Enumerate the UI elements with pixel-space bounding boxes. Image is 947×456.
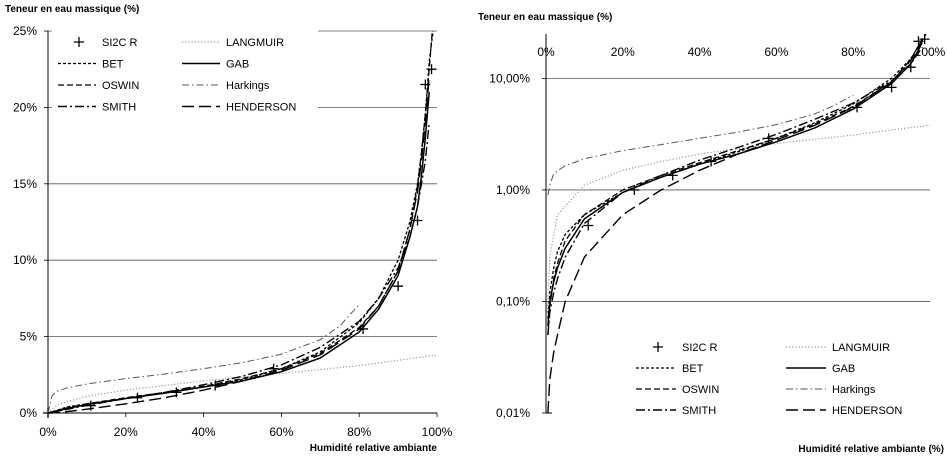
x-tick-label: 20% <box>611 45 635 59</box>
y-tick-label: 15% <box>13 177 37 191</box>
x-tick-label: 100% <box>422 425 453 439</box>
legend-item: HENDERSON <box>786 405 902 417</box>
x-axis-label: Humidité relative ambiante <box>310 443 438 454</box>
y-tick-label: 0,10% <box>496 294 530 308</box>
x-tick-label: 20% <box>114 425 138 439</box>
series-line-harkings <box>547 94 854 196</box>
x-tick-label: 40% <box>688 45 712 59</box>
series-line-henderson <box>47 76 430 414</box>
legend-item: GAB <box>182 59 249 71</box>
chart-left-linear: Teneur en eau massique (%) Humidité relat… <box>5 4 453 454</box>
y-tick-label: 10% <box>13 253 37 267</box>
data-point-si2c-r <box>763 133 774 144</box>
series-line-smith <box>47 122 430 414</box>
series-line-gab <box>47 92 430 414</box>
legend-label: GAB <box>226 59 249 71</box>
legend-label: OSWIN <box>682 384 719 396</box>
legend-label: BET <box>102 59 124 71</box>
legend-item: HENDERSON <box>182 102 296 114</box>
chart-right-log: Teneur en eau massique (%) Humidité relat… <box>478 12 947 455</box>
legend-label: SI2C R <box>102 37 138 49</box>
legend-item: LANGMUIR <box>182 37 284 49</box>
legend-label: LANGMUIR <box>832 342 890 354</box>
legend-item: LANGMUIR <box>786 342 890 354</box>
x-tick-label: 80% <box>841 45 865 59</box>
y-tick-label: 1,00% <box>496 183 530 197</box>
legend-label: Harkings <box>226 80 270 92</box>
series-line-smith <box>547 46 923 336</box>
x-tick-label: 60% <box>269 425 293 439</box>
legend-label: BET <box>682 363 704 375</box>
x-tick-label: 0% <box>537 45 555 59</box>
legend-label: OSWIN <box>102 80 139 92</box>
y-tick-label: 20% <box>13 100 37 114</box>
series-line-oswin <box>547 33 926 336</box>
series-line-langmuir <box>47 354 438 414</box>
legend-marker <box>653 342 663 352</box>
legend-label: HENDERSON <box>226 102 296 114</box>
legend-label: LANGMUIR <box>226 37 284 49</box>
series-line-henderson <box>547 39 923 414</box>
y-tick-label: 25% <box>13 24 37 38</box>
series-line-harkings <box>47 304 360 414</box>
legend-label: GAB <box>832 363 855 375</box>
series-line-bet <box>547 33 927 319</box>
series-line-gab <box>547 42 923 327</box>
y-tick-label: 0% <box>20 406 38 420</box>
x-tick-label: 0% <box>39 425 57 439</box>
legend-item: SI2C R <box>653 342 718 354</box>
legend-item: Harkings <box>182 80 270 92</box>
legend-item: SMITH <box>636 405 716 417</box>
legend-label: Harkings <box>832 384 876 396</box>
legend-label: HENDERSON <box>832 405 902 417</box>
x-axis-label: Humidité relative ambiante (%) <box>798 444 944 455</box>
legend-item: OSWIN <box>58 80 139 92</box>
data-point-si2c-r <box>583 220 594 231</box>
y-axis-label: Teneur en eau massique (%) <box>5 4 139 15</box>
legend-marker <box>74 37 84 47</box>
y-axis-label: Teneur en eau massique (%) <box>478 12 612 23</box>
legend-item: BET <box>58 59 124 71</box>
legend-item: BET <box>636 363 704 375</box>
legend-item: SMITH <box>58 102 136 114</box>
legend-label: SMITH <box>682 405 716 417</box>
legend-item: SI2C R <box>74 37 138 49</box>
x-tick-label: 40% <box>192 425 216 439</box>
x-tick-label: 100% <box>915 45 946 59</box>
legend-label: SMITH <box>102 102 136 114</box>
series-line-oswin <box>47 30 433 414</box>
x-tick-label: 60% <box>764 45 788 59</box>
legend-item: GAB <box>786 363 855 375</box>
y-tick-label: 10,00% <box>489 71 530 85</box>
x-tick-label: 80% <box>347 425 371 439</box>
data-point-si2c-r <box>393 281 404 292</box>
legend-label: SI2C R <box>682 342 718 354</box>
y-tick-label: 0,01% <box>496 406 530 420</box>
legend-item: OSWIN <box>636 384 719 396</box>
y-tick-label: 5% <box>20 330 38 344</box>
legend-item: Harkings <box>786 384 876 396</box>
